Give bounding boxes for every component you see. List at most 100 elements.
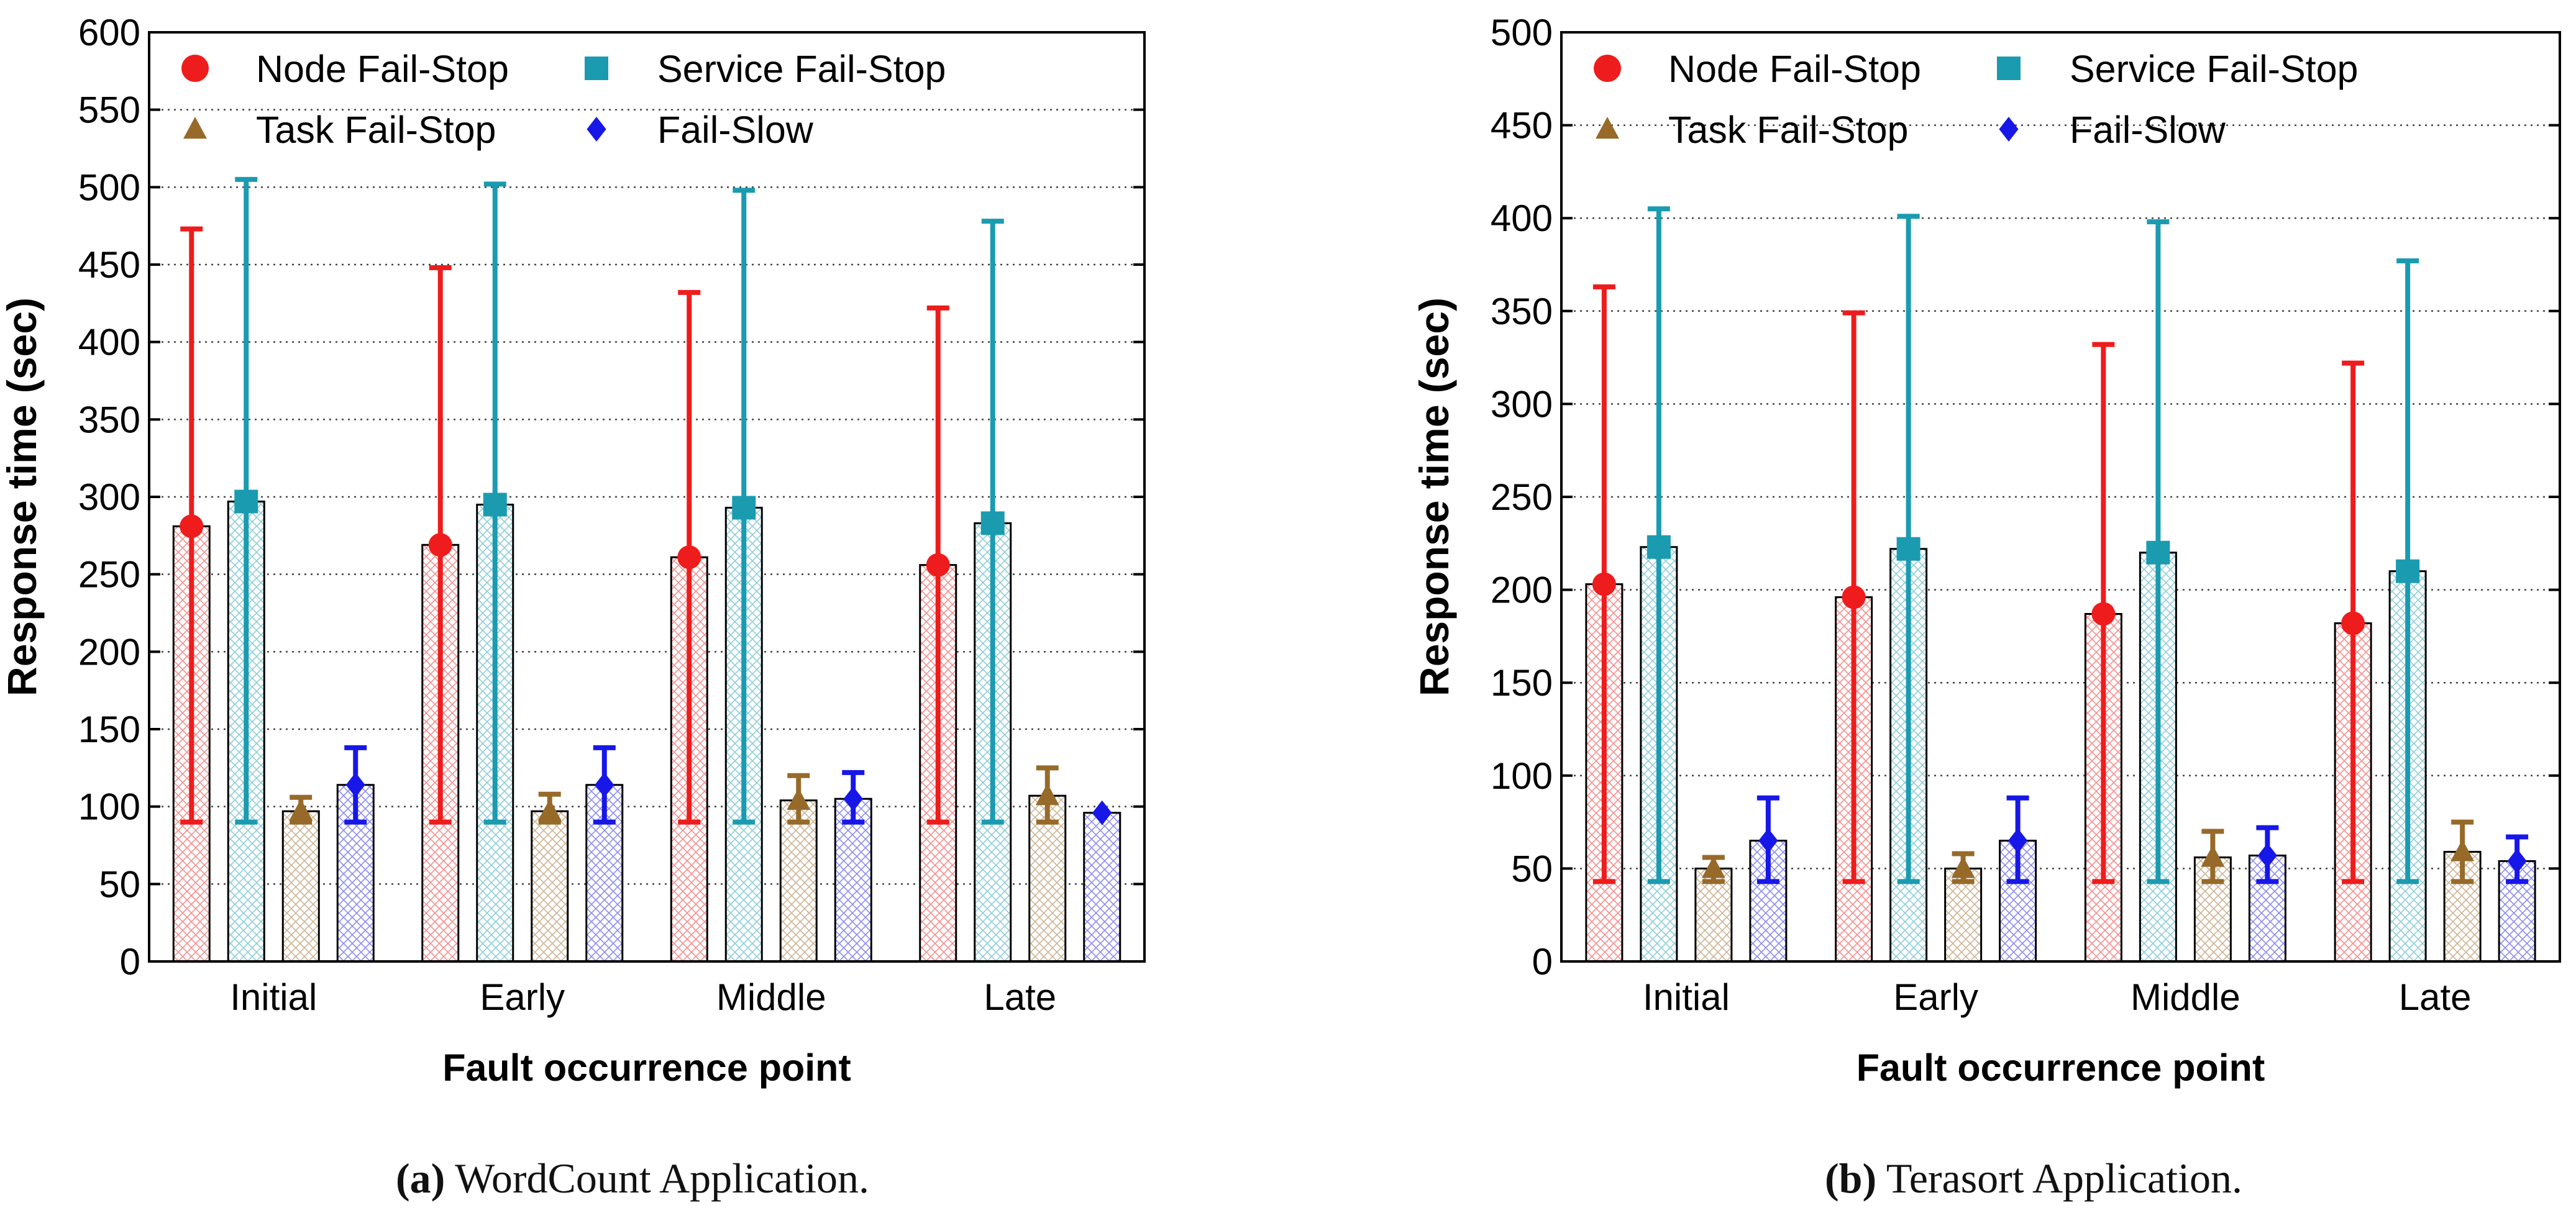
y-tick-label: 250 — [1491, 476, 1553, 518]
data-point-diamond — [345, 772, 365, 797]
data-point-diamond — [1092, 800, 1112, 825]
data-point-square — [234, 489, 258, 514]
data-point-triangle — [2201, 845, 2225, 867]
data-point-circle — [1842, 585, 1866, 609]
x-tick-label: Initial — [1643, 976, 1730, 1018]
legend-marker-diamond — [1999, 117, 2019, 142]
data-point-triangle — [787, 788, 811, 810]
legend-label: Service Fail-Stop — [657, 48, 946, 90]
y-tick-label: 450 — [1491, 105, 1553, 147]
legend-marker-square — [585, 57, 608, 80]
y-tick-label: 450 — [78, 244, 140, 286]
y-tick-label: 500 — [1491, 12, 1553, 53]
data-point-circle — [2091, 602, 2116, 626]
plot-frame — [1560, 31, 2561, 963]
x-tick-label: Middle — [716, 976, 826, 1018]
legend-marker-square — [1997, 57, 2021, 80]
data-point-triangle — [1951, 856, 1975, 878]
y-tick-label: 150 — [1491, 662, 1553, 704]
data-point-circle — [428, 533, 452, 557]
y-tick-label: 300 — [1491, 383, 1553, 425]
legend-label: Fail-Slow — [2070, 109, 2226, 151]
legend-label: Node Fail-Stop — [1668, 48, 1921, 90]
data-point-square — [1647, 535, 1671, 559]
data-point-diamond — [2257, 843, 2277, 868]
data-point-square — [1896, 537, 1921, 561]
y-tick-label: 0 — [120, 941, 140, 983]
legend-label: Task Fail-Stop — [256, 109, 496, 151]
caption-text: WordCount Application. — [455, 1155, 869, 1202]
data-point-triangle — [537, 799, 562, 821]
y-tick-label: 350 — [1491, 291, 1553, 332]
y-tick-label: 250 — [78, 554, 140, 596]
data-point-circle — [2341, 611, 2365, 635]
data-point-circle — [926, 553, 950, 577]
caption-terasort: (b) Terasort Application. — [1825, 1154, 2242, 1203]
y-axis-label: Response time (sec) — [1411, 298, 1457, 696]
data-point-triangle — [2450, 839, 2475, 861]
bar — [834, 797, 872, 963]
y-tick-label: 50 — [99, 863, 140, 905]
bar — [779, 799, 818, 963]
data-point-diamond — [595, 772, 614, 797]
y-tick-label: 100 — [1491, 755, 1553, 797]
y-axis-label: Response time (sec) — [0, 298, 45, 696]
chart-terasort: 0 50 100 150 200 250 300 350 400 450 500 Initial Ear… — [1411, 12, 2561, 1089]
y-tick-label: 300 — [78, 476, 140, 518]
y-tick-label: 0 — [1532, 941, 1553, 983]
y-tick-label: 50 — [1511, 848, 1553, 889]
legend-label: Task Fail-Stop — [1668, 109, 1908, 151]
data-point-diamond — [2507, 848, 2527, 874]
bar — [281, 810, 320, 963]
bar — [531, 810, 569, 963]
y-tick-label: 550 — [78, 89, 140, 131]
legend-marker-triangle — [1596, 117, 1619, 139]
data-point-triangle — [289, 799, 313, 821]
x-axis-label: Fault occurrence point — [1857, 1047, 2265, 1089]
caption-label: (b) — [1825, 1155, 1877, 1202]
x-tick-label: Middle — [2131, 976, 2240, 1018]
data-point-triangle — [1035, 783, 1059, 806]
data-point-diamond — [843, 786, 863, 812]
bar — [1083, 812, 1121, 963]
legend-marker-triangle — [183, 117, 207, 139]
legend-marker-circle — [181, 55, 209, 82]
data-point-circle — [677, 545, 701, 570]
y-tick-label: 200 — [1491, 570, 1553, 611]
caption-text: Terasort Application. — [1886, 1155, 2242, 1202]
x-tick-label: Late — [2399, 976, 2472, 1018]
y-tick-label: 100 — [78, 786, 140, 828]
data-point-square — [483, 493, 507, 517]
data-point-square — [2396, 559, 2420, 583]
y-tick-label: 500 — [78, 166, 140, 208]
x-tick-label: Late — [984, 976, 1056, 1018]
data-point-diamond — [2008, 828, 2028, 853]
data-point-square — [732, 496, 756, 520]
y-tick-label: 350 — [78, 399, 140, 440]
x-tick-label: Early — [480, 976, 565, 1018]
data-point-circle — [180, 514, 204, 538]
x-axis-label: Fault occurrence point — [442, 1047, 851, 1089]
legend-label: Service Fail-Stop — [2070, 48, 2358, 90]
x-tick-label: Early — [1893, 976, 1978, 1018]
data-point-square — [980, 511, 1005, 535]
plot-frame — [148, 31, 1146, 963]
chart-wordcount: 0 50 100 150 200 250 300 350 400 450 500 550 600 Init… — [0, 12, 1146, 1089]
legend-marker-diamond — [587, 117, 606, 142]
y-tick-label: 400 — [78, 322, 140, 363]
data-point-circle — [1592, 572, 1616, 596]
y-tick-label: 400 — [1491, 198, 1553, 239]
y-tick-label: 200 — [78, 631, 140, 673]
x-tick-label: Initial — [230, 976, 317, 1018]
caption-label: (a) — [396, 1155, 445, 1202]
legend-label: Fail-Slow — [657, 109, 814, 151]
data-point-diamond — [1758, 828, 1778, 853]
y-tick-label: 600 — [78, 12, 140, 53]
legend-label: Node Fail-Stop — [256, 48, 509, 90]
legend-marker-circle — [1594, 55, 1621, 82]
caption-wordcount: (a) WordCount Application. — [396, 1154, 869, 1203]
y-tick-label: 150 — [78, 709, 140, 750]
data-point-square — [2146, 540, 2170, 565]
data-point-triangle — [1701, 856, 1725, 878]
